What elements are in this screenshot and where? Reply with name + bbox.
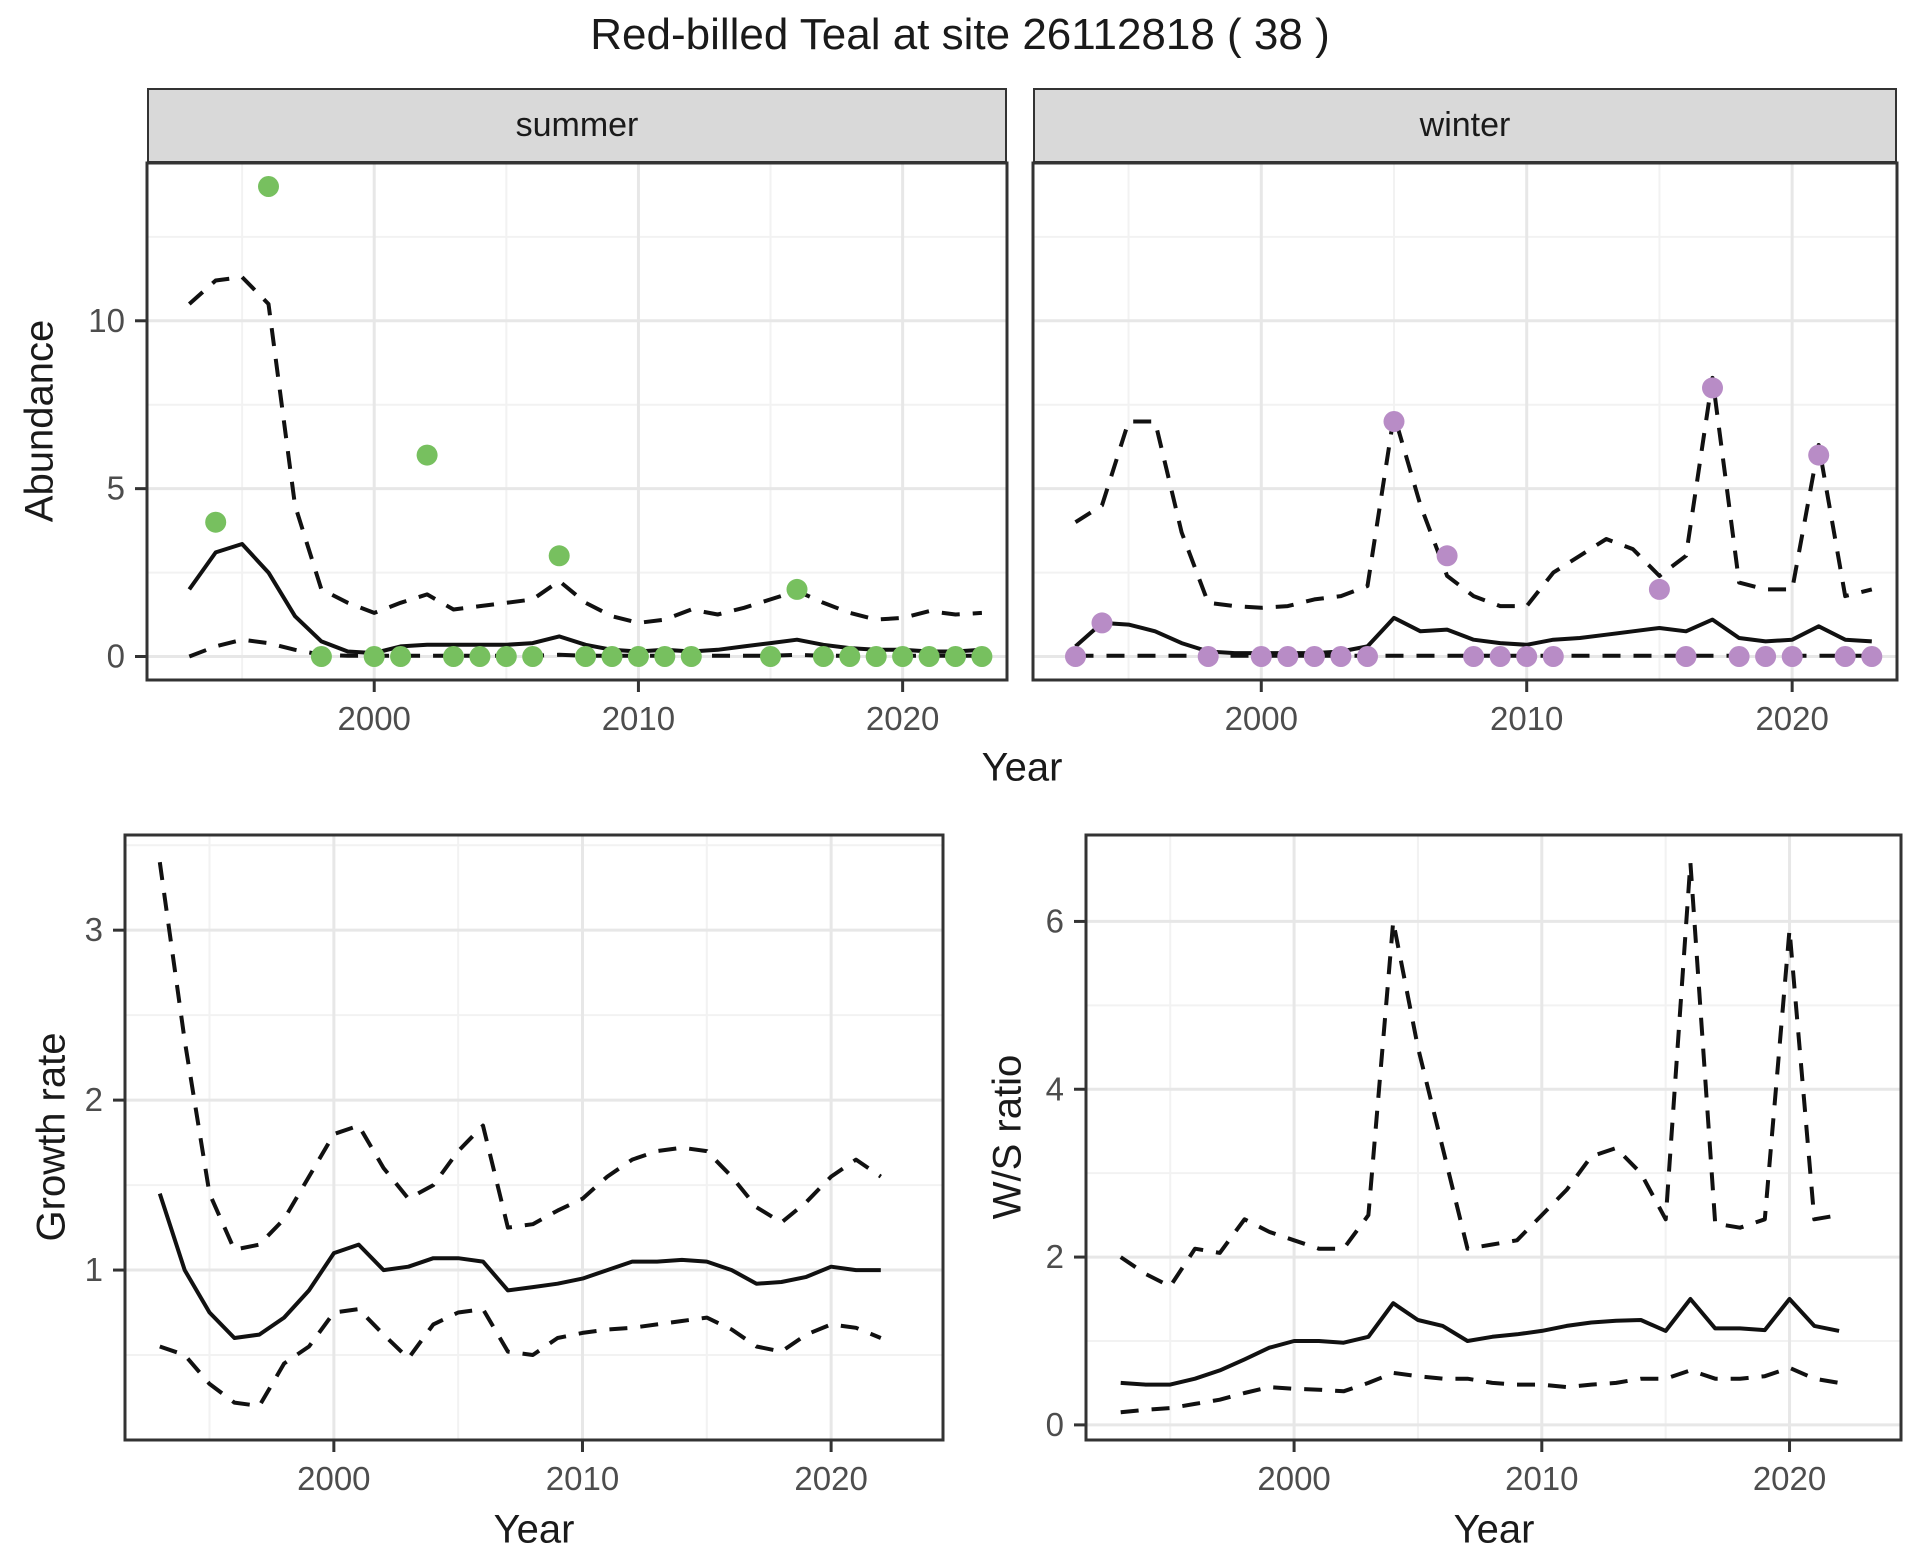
- data-point: [865, 646, 887, 667]
- panel-ws-ratio-upper_ci-line: [1119, 860, 1840, 1289]
- data-point: [1197, 646, 1219, 667]
- data-point: [1675, 646, 1697, 667]
- data-point: [786, 578, 808, 600]
- data-point: [1277, 646, 1299, 667]
- y-tick-label: 0: [107, 638, 125, 675]
- data-point: [416, 444, 438, 466]
- y-tick-label: 4: [1046, 1070, 1064, 1107]
- data-point: [1330, 646, 1352, 667]
- x-tick-label: 2020: [866, 700, 939, 737]
- panel-growth-rate: 2000 2010 2020 1 2 3: [85, 833, 945, 1497]
- data-point: [627, 646, 649, 667]
- growth-rate-axis-title: Growth rate: [29, 1032, 74, 1242]
- data-point: [1250, 646, 1272, 667]
- data-point: [654, 646, 676, 667]
- data-point: [1436, 545, 1458, 567]
- panel-growth-rate-mean-line: [157, 1192, 881, 1340]
- panel-abundance-winter: 2000 2010 2020: [1031, 161, 1899, 737]
- y-tick-label: 6: [1046, 902, 1064, 939]
- data-point: [363, 646, 385, 667]
- data-point: [1489, 646, 1511, 667]
- data-point: [548, 545, 570, 567]
- x-tick-label: 2000: [1225, 700, 1298, 737]
- growth-year-axis-title: Year: [493, 1507, 575, 1552]
- data-point: [892, 646, 914, 667]
- x-tick-label: 2010: [602, 700, 675, 737]
- data-point: [971, 646, 993, 667]
- data-point: [1383, 411, 1405, 432]
- ws-ratio-axis-title: W/S ratio: [985, 1054, 1030, 1220]
- data-point: [601, 646, 623, 667]
- data-point: [258, 176, 279, 197]
- facet-strip-winter: winter: [1033, 88, 1897, 163]
- panel-ws-ratio: 2000 2010 2020 0 2 4 6: [1046, 833, 1903, 1497]
- data-point: [495, 646, 517, 667]
- data-point: [812, 646, 834, 667]
- top-year-axis-title: Year: [981, 745, 1063, 790]
- panel-abundance-summer: 2000 2010 2020 0 5 10: [88, 161, 1009, 737]
- data-point: [310, 646, 332, 667]
- y-tick-label: 2: [1046, 1238, 1064, 1275]
- abundance-axis-title: Abundance: [17, 319, 62, 523]
- data-point: [469, 646, 491, 667]
- data-point: [390, 646, 412, 667]
- y-tick-label: 10: [88, 302, 125, 339]
- data-point: [839, 646, 861, 667]
- x-tick-label: 2000: [338, 700, 411, 737]
- x-tick-label: 2020: [1753, 1460, 1826, 1497]
- data-point: [760, 646, 781, 667]
- data-point: [1303, 646, 1325, 667]
- facet-strip-summer-label: summer: [515, 106, 639, 144]
- y-tick-label: 1: [85, 1251, 103, 1288]
- x-tick-label: 2000: [297, 1460, 370, 1497]
- data-point: [1808, 444, 1830, 466]
- x-tick-label: 2000: [1257, 1460, 1330, 1497]
- facet-strip-winter-label: winter: [1419, 106, 1511, 144]
- data-point: [1755, 646, 1777, 667]
- data-point: [1091, 612, 1113, 634]
- data-point: [1834, 646, 1856, 667]
- ws-year-axis-title: Year: [1453, 1507, 1535, 1552]
- data-point: [1542, 646, 1564, 667]
- data-point: [522, 646, 544, 667]
- panel-abundance-winter-upper_ci-line: [1074, 375, 1873, 610]
- data-point: [680, 646, 702, 667]
- data-point: [1781, 646, 1803, 667]
- x-tick-label: 2010: [1490, 700, 1563, 737]
- data-point: [1065, 646, 1086, 667]
- panel-ws-ratio-mean-line: [1120, 1297, 1840, 1387]
- data-point: [1357, 646, 1378, 667]
- data-point: [1702, 377, 1723, 399]
- data-point: [1516, 646, 1538, 667]
- data-point: [1728, 646, 1750, 667]
- x-tick-label: 2020: [794, 1460, 867, 1497]
- data-point: [443, 646, 464, 667]
- x-tick-label: 2010: [1505, 1460, 1578, 1497]
- x-tick-label: 2020: [1755, 700, 1828, 737]
- figure-title: Red-billed Teal at site 26112818 ( 38 ): [590, 10, 1330, 59]
- facet-strip-summer: summer: [147, 88, 1007, 163]
- data-point: [1463, 646, 1485, 667]
- y-tick-label: 5: [107, 470, 125, 507]
- data-point: [945, 646, 966, 667]
- x-tick-label: 2010: [546, 1460, 619, 1497]
- data-point: [575, 646, 597, 667]
- panel-growth-rate-upper_ci-line: [157, 861, 882, 1252]
- data-point: [1861, 646, 1883, 667]
- panel-growth-rate-lower_ci-line: [159, 1307, 882, 1408]
- data-point: [918, 646, 940, 667]
- data-point: [205, 511, 227, 533]
- data-point: [1648, 578, 1670, 600]
- y-tick-label: 3: [85, 911, 103, 948]
- y-tick-label: 0: [1046, 1406, 1064, 1443]
- y-tick-label: 2: [85, 1081, 103, 1118]
